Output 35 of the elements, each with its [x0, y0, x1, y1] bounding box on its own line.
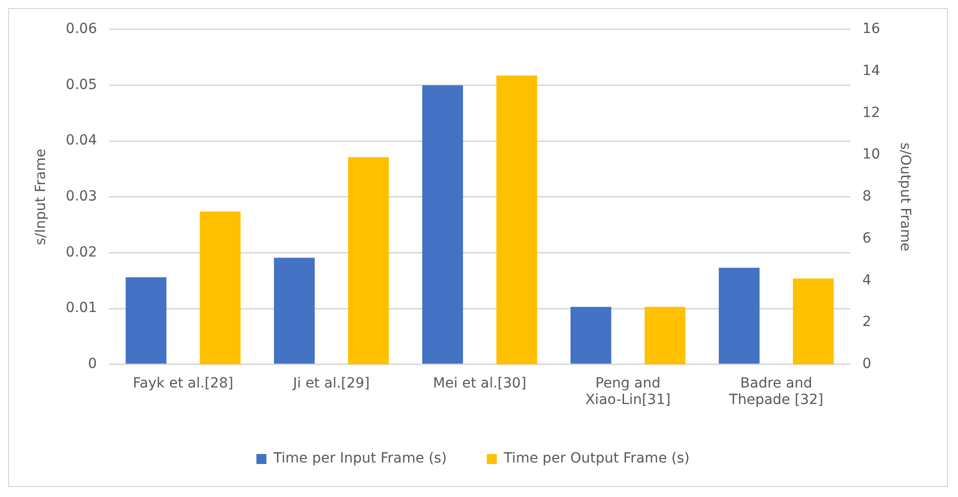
bar	[348, 157, 389, 364]
x-tick-label: Mei et al.[30]	[433, 375, 526, 392]
y2-tick-label: 0	[862, 356, 872, 372]
legend-label: Time per Output Frame (s)	[502, 450, 690, 467]
y-axis-title: s/Input Frame	[33, 148, 50, 246]
y2-tick-label: 12	[862, 104, 880, 121]
y2-tick-label: 4	[862, 272, 872, 288]
y-tick-label: 0.03	[66, 188, 97, 205]
y-tick-label: 0.05	[66, 76, 97, 93]
legend-label: Time per Input Frame (s)	[272, 450, 447, 467]
y-tick-label: 0.01	[66, 300, 97, 316]
y-tick-label: 0.02	[66, 244, 97, 260]
bar	[570, 306, 612, 364]
y2-tick-label: 14	[862, 62, 880, 79]
y2-axis-title: s/Output Frame	[896, 142, 913, 252]
y2-tick-label: 6	[862, 230, 872, 246]
y-tick-label: 0	[88, 356, 97, 372]
x-tick-label: Fayk et al.[28]	[132, 375, 234, 392]
y2-tick-label: 16	[862, 21, 880, 38]
y2-tick-label: 2	[862, 314, 872, 330]
bar	[792, 278, 834, 364]
y-tick-label: 0.04	[66, 132, 98, 149]
bar	[496, 75, 538, 364]
bar	[718, 268, 760, 364]
y-tick-label: 0.06	[66, 21, 98, 38]
bar	[644, 306, 686, 364]
bar	[200, 212, 241, 364]
y2-tick-label: 8	[862, 188, 872, 205]
bar	[126, 277, 166, 364]
x-tick-label: Badre and Thepade [32]	[728, 375, 824, 408]
x-tick-label: Ji et al.[29]	[292, 375, 370, 392]
x-tick-label: Peng and Xiao-Lin[31]	[585, 375, 671, 408]
y2-tick-label: 10	[862, 146, 880, 163]
bar	[274, 258, 315, 364]
bar	[422, 85, 463, 364]
